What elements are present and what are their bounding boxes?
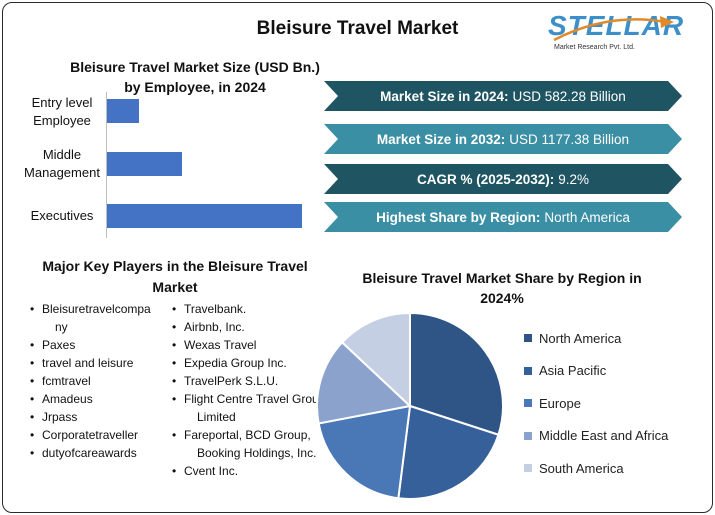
bar-entry-level: [107, 99, 139, 123]
key-player-item: Travelbank.: [172, 300, 332, 318]
stat-banner-market-size-2024: Market Size in 2024: USD 582.28 Billion: [324, 81, 682, 111]
key-player-item: Fareportal, BCD Group,Booking Holdings, …: [172, 426, 332, 462]
legend-item-north-america: North America: [524, 322, 668, 355]
legend-item-europe: Europe: [524, 387, 668, 420]
key-players-title-line1: Major Key Players in the Bleisure Travel: [42, 258, 308, 274]
pie-slice-north-america: [409, 311, 504, 436]
key-player-item: Airbnb, Inc.: [172, 318, 332, 336]
bar-category-label-entry-level: Entry level Employee: [20, 94, 104, 130]
legend-swatch: [524, 464, 532, 473]
stat-label: Market Size in 2032:: [376, 131, 506, 147]
stat-banner-market-size-2032: Market Size in 2032: USD 1177.38 Billion: [324, 124, 682, 154]
stat-value: USD 582.28 Billion: [512, 88, 626, 104]
pie-slice-asia-pacific: [397, 404, 500, 500]
key-player-item: travel and leisure: [30, 354, 170, 372]
pie-chart-legend: North America Asia Pacific Europe Middle Ea…: [524, 322, 668, 485]
bar-category-label-executives: Executives: [20, 207, 104, 225]
stat-label: CAGR % (2025-2032):: [416, 171, 555, 187]
key-player-item: Wexas Travel: [172, 336, 332, 354]
bar-category-label-line: Executives: [30, 208, 94, 223]
key-player-item: Paxes: [30, 336, 170, 354]
bar-chart-axis: [106, 92, 107, 238]
stat-label: Highest Share by Region:: [376, 209, 541, 225]
key-player-item: Corporatetraveller: [30, 426, 170, 444]
key-player-item: Cvent Inc.: [172, 462, 332, 480]
legend-label: North America: [539, 330, 622, 346]
key-players-list-2: Travelbank. Airbnb, Inc. Wexas Travel Ex…: [172, 300, 332, 480]
logo-wordmark: STELLAR: [548, 10, 685, 41]
bar-category-label-line: Employee: [33, 113, 91, 128]
key-player-item: dutyofcareawards: [30, 444, 170, 462]
legend-label: Asia Pacific: [539, 363, 607, 379]
bar-category-label-line: Management: [24, 165, 100, 180]
bar-middle-management: [107, 152, 182, 176]
legend-label: South America: [539, 460, 624, 476]
legend-item-asia-pacific: Asia Pacific: [524, 355, 668, 388]
stat-banner-cagr: CAGR % (2025-2032): 9.2%: [324, 164, 682, 194]
bar-category-label-line: Entry level: [31, 95, 93, 110]
page-title: Bleisure Travel Market: [256, 18, 459, 39]
legend-item-south-america: South America: [524, 452, 668, 485]
key-players-title: Major Key Players in the Bleisure Travel…: [30, 256, 320, 298]
stat-value: USD 1177.38 Billion: [509, 131, 630, 147]
stat-value: North America: [544, 209, 630, 225]
legend-swatch: [524, 431, 532, 440]
bar-category-label-middle-management: Middle Management: [20, 146, 104, 182]
key-player-item: Expedia Group Inc.: [172, 354, 332, 372]
pie-chart-title-line2: 2024%: [480, 290, 524, 306]
pie-slice-south-america: [340, 311, 411, 409]
key-player-item: Amadeus: [30, 390, 170, 408]
stat-banner-highest-share: Highest Share by Region: North America: [324, 202, 682, 232]
legend-label: Europe: [539, 395, 581, 411]
key-player-item: fcmtravel: [30, 372, 170, 390]
stellar-logo: STELLAR Market Research Pvt. Ltd.: [548, 10, 698, 58]
key-player-item: Jrpass: [30, 408, 170, 426]
stat-label: Market Size in 2024:: [380, 88, 509, 104]
legend-swatch: [524, 334, 532, 343]
bar-chart-title: Bleisure Travel Market Size (USD Bn.) by…: [40, 57, 350, 97]
pie-chart-title-line1: Bleisure Travel Market Share by Region i…: [362, 270, 642, 286]
legend-label: Middle East and Africa: [539, 428, 669, 444]
legend-item-middle-east-and-africa: Middle East and Africa: [524, 420, 668, 453]
stat-value: 9.2%: [558, 171, 590, 187]
legend-swatch: [524, 366, 532, 375]
pie-slice-middle-east-and-africa: [316, 340, 413, 425]
legend-swatch: [524, 399, 532, 408]
pie-slice-europe: [317, 404, 412, 500]
bar-chart-title-line1: Bleisure Travel Market Size (USD Bn.): [70, 59, 320, 75]
key-player-item: TravelPerk S.L.U.: [172, 372, 332, 390]
bar-category-label-line: Middle: [42, 147, 82, 162]
key-players-title-line2: Market: [152, 279, 198, 295]
pie-chart-title: Bleisure Travel Market Share by Region i…: [352, 268, 652, 308]
bar-executives: [107, 204, 302, 228]
logo-subtitle: Market Research Pvt. Ltd.: [554, 44, 635, 51]
bar-chart-title-line2: by Employee, in 2024: [124, 79, 266, 95]
logo-swoosh-icon: [553, 16, 674, 42]
